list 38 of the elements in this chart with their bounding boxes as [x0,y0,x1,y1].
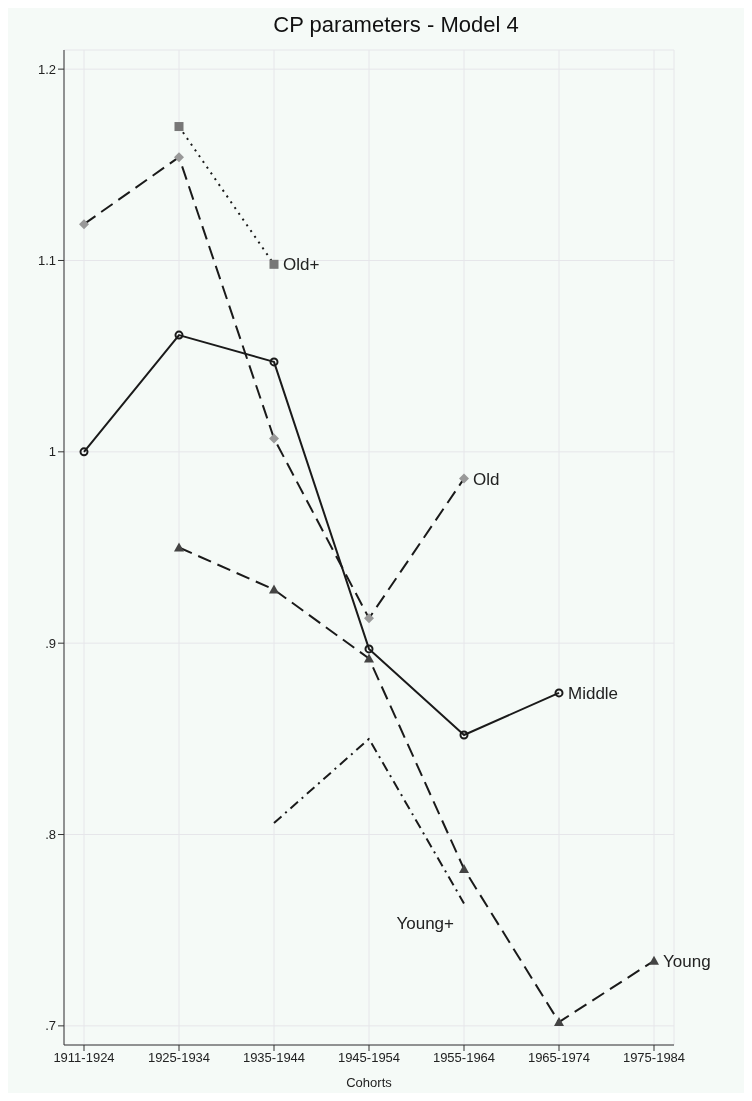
y-tick-label: 1 [48,444,56,460]
point [79,447,89,457]
point [79,219,89,230]
point [364,644,374,654]
point [554,1017,564,1027]
x-axis-title: Cohorts [346,1075,393,1090]
y-tick-label: 1.2 [37,61,56,77]
point [174,330,184,340]
x-tick-label: 1925-1934 [147,1050,211,1066]
y-tick-label: .7 [45,1018,56,1034]
point [269,433,279,444]
x-tick-label: 1945-1954 [337,1050,401,1066]
point [269,259,279,269]
point [364,613,374,624]
point [459,730,469,740]
chart-title: CP parameters - Model 4 [272,11,520,39]
x-tick-label: 1965-1974 [527,1050,591,1066]
x-tick-label: 1955-1964 [432,1050,496,1066]
point [459,863,469,873]
x-tick-label: 1935-1944 [242,1050,306,1066]
series-label: Young+ [396,914,455,934]
x-tick-label: 1911-1924 [53,1050,115,1066]
y-tick-label: .8 [45,827,56,843]
series-label: Old [473,469,500,489]
y-tick-label: 1.1 [37,253,56,269]
point [174,542,184,552]
point [174,122,184,132]
x-tick-label: 1975-1984 [622,1050,686,1066]
point [459,473,469,484]
point [649,955,659,965]
point [269,357,279,367]
point [554,688,564,698]
point [174,152,184,163]
y-tick-label: .9 [45,635,56,651]
series-label: Old+ [283,255,320,275]
point [269,584,279,594]
series-label: Young [663,951,711,971]
series-label: Middle [568,683,619,703]
